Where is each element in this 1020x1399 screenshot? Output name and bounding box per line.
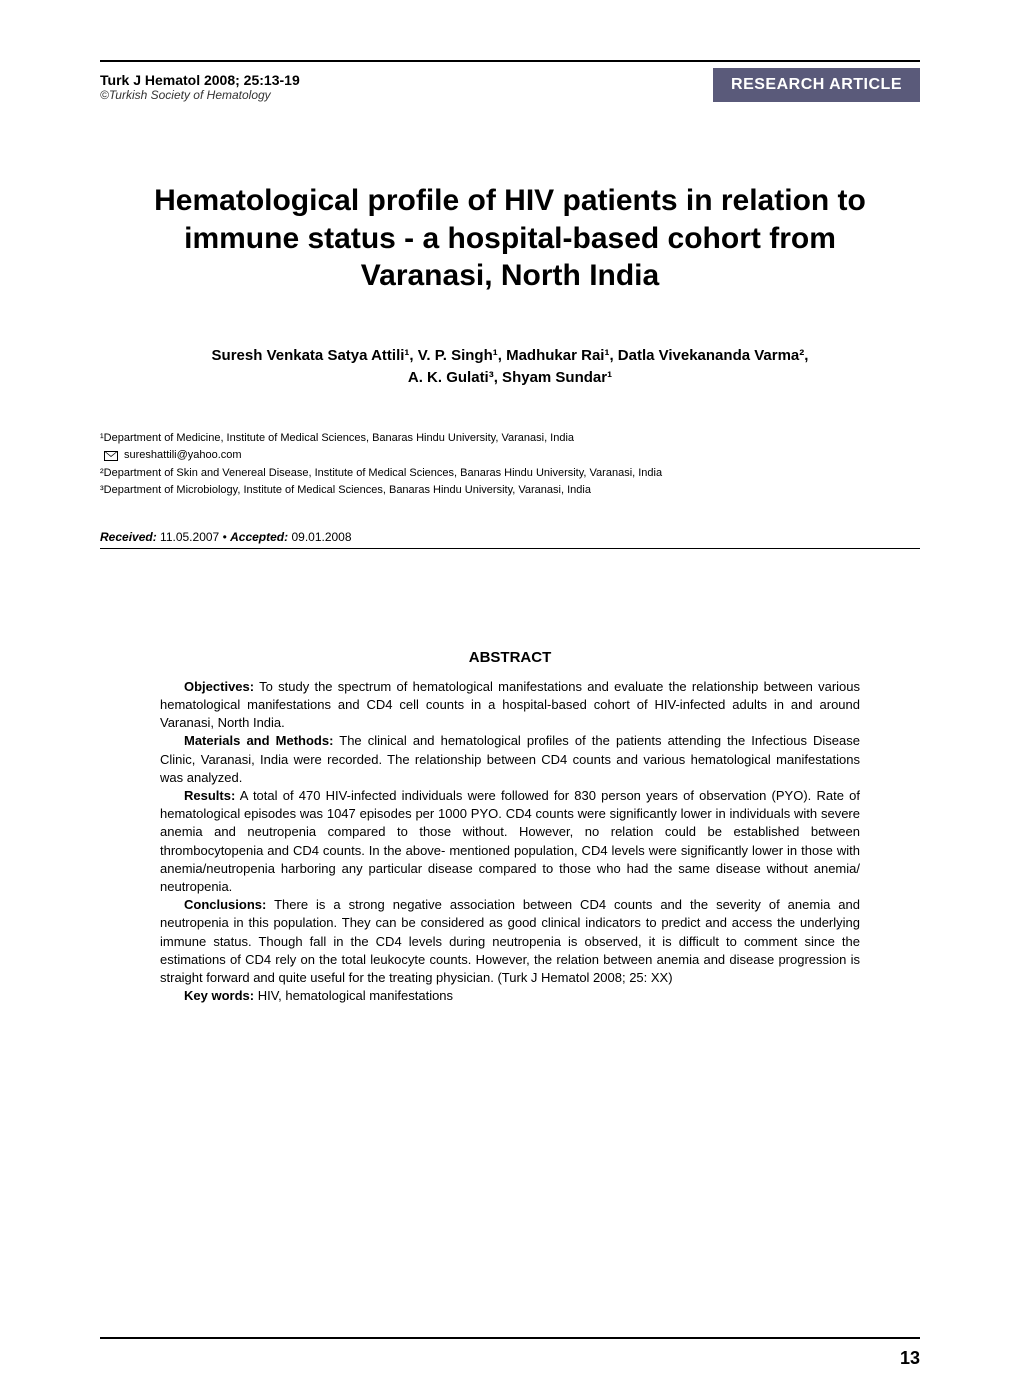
affiliation-2: ²Department of Skin and Venereal Disease… — [100, 465, 920, 483]
authors-line-2: A. K. Gulati³, Shyam Sundar¹ — [100, 367, 920, 390]
affiliations-block: ¹Department of Medicine, Institute of Me… — [100, 430, 920, 500]
page-number: 13 — [900, 1348, 920, 1369]
affiliation-3: ³Department of Microbiology, Institute o… — [100, 482, 920, 500]
abstract-section: ABSTRACT Objectives: To study the spectr… — [100, 649, 920, 1005]
conclusions-label: Conclusions: — [184, 897, 266, 912]
accepted-date: 09.01.2008 — [291, 530, 351, 544]
results-text: A total of 470 HIV-infected individuals … — [160, 788, 860, 894]
article-title: Hematological profile of HIV patients in… — [140, 182, 880, 295]
keywords-text: HIV, hematological manifestations — [254, 988, 453, 1003]
footer-rule — [100, 1337, 920, 1339]
objectives-text: To study the spectrum of hematological m… — [160, 679, 860, 730]
dates-row: Received: 11.05.2007 • Accepted: 09.01.2… — [100, 530, 920, 549]
abstract-conclusions: Conclusions: There is a strong negative … — [160, 896, 860, 987]
abstract-materials: Materials and Methods: The clinical and … — [160, 732, 860, 787]
header-bar: Turk J Hematol 2008; 25:13-19 ©Turkish S… — [100, 60, 920, 102]
affiliation-1: ¹Department of Medicine, Institute of Me… — [100, 430, 920, 448]
accepted-label: Accepted: — [230, 530, 288, 544]
received-date: 11.05.2007 — [160, 530, 219, 544]
results-label: Results: — [184, 788, 235, 803]
abstract-keywords: Key words: HIV, hematological manifestat… — [160, 987, 860, 1005]
abstract-body: Objectives: To study the spectrum of hem… — [160, 678, 860, 1005]
corresponding-email-line: sureshattili@yahoo.com — [104, 447, 920, 465]
received-label: Received: — [100, 530, 157, 544]
objectives-label: Objectives: — [184, 679, 254, 694]
date-separator: • — [223, 530, 227, 544]
authors-block: Suresh Venkata Satya Attili¹, V. P. Sing… — [100, 345, 920, 390]
email-icon — [104, 451, 118, 461]
authors-line-1: Suresh Venkata Satya Attili¹, V. P. Sing… — [100, 345, 920, 368]
materials-label: Materials and Methods: — [184, 733, 333, 748]
abstract-heading: ABSTRACT — [160, 649, 860, 666]
journal-reference: Turk J Hematol 2008; 25:13-19 — [100, 72, 300, 88]
article-type-badge: RESEARCH ARTICLE — [713, 68, 920, 102]
abstract-results: Results: A total of 470 HIV-infected ind… — [160, 787, 860, 896]
copyright-line: ©Turkish Society of Hematology — [100, 88, 300, 102]
corresponding-email: sureshattili@yahoo.com — [124, 447, 242, 465]
abstract-objectives: Objectives: To study the spectrum of hem… — [160, 678, 860, 733]
journal-info: Turk J Hematol 2008; 25:13-19 ©Turkish S… — [100, 72, 300, 102]
keywords-label: Key words: — [184, 988, 254, 1003]
